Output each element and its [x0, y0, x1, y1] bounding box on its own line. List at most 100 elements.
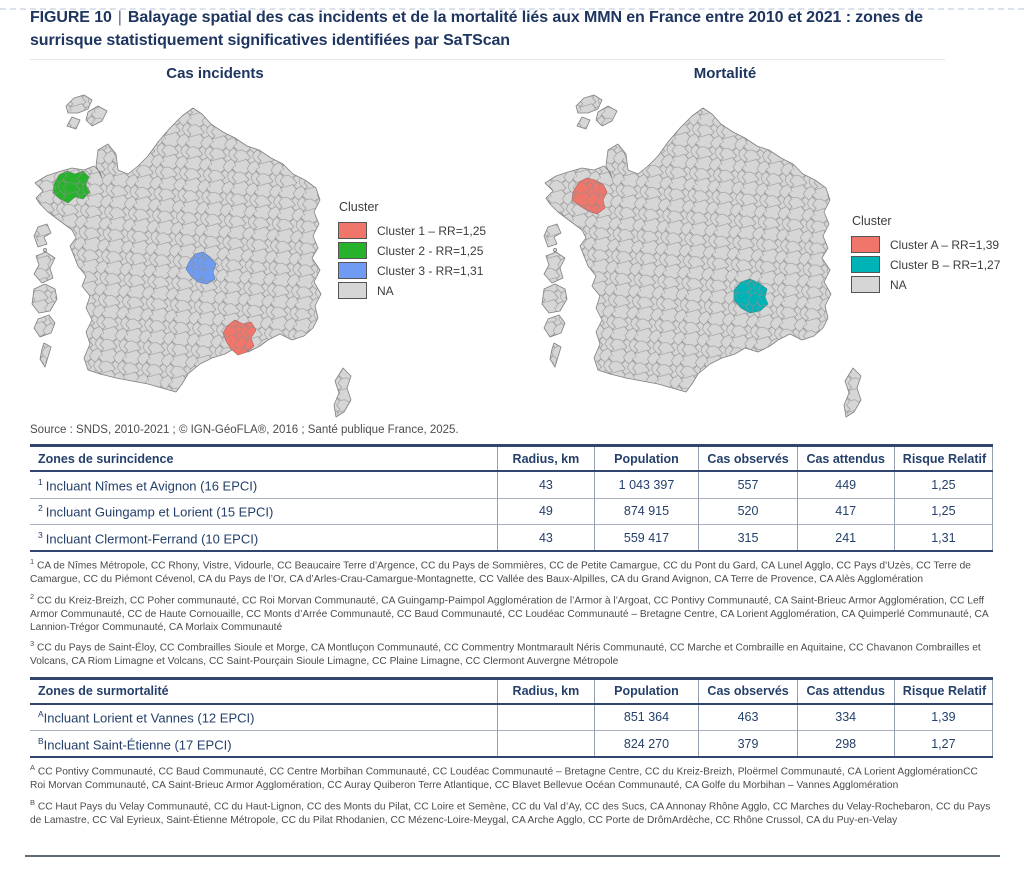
figure-separator: | [117, 9, 122, 26]
radius-value: 43 [497, 524, 595, 552]
rr-value: 1,31 [893, 524, 994, 552]
legend-row-na: NA [851, 276, 1000, 294]
zone-sup: 3 [38, 529, 43, 540]
zone-sup: 2 [38, 503, 43, 514]
col-rr: Risque Relatif [893, 678, 994, 705]
col-radius: Radius, km [497, 445, 595, 473]
surincidence-title-cell: Zones de surincidence [30, 445, 498, 473]
col-expected: Cas attendus [796, 678, 895, 705]
surmortalite-header-row: Zones de surmortalité Radius, km Populat… [30, 678, 994, 705]
legend-row-cluster-3: Cluster 3 - RR=1,31 [338, 262, 486, 280]
legend-label: Cluster 1 – RR=1,25 [377, 223, 487, 238]
observed-value: 315 [698, 524, 798, 552]
population-value: 851 364 [593, 703, 699, 731]
footnote-b: B CC Haut Pays du Velay Communauté, CC d… [30, 797, 991, 826]
legend-row-na: NA [338, 282, 486, 300]
surmortalite-title-cell: Zones de surmortalité [30, 678, 498, 705]
incidence-legend: Cluster Cluster 1 – RR=1,25 Cluster 2 - … [338, 200, 486, 302]
radius-value [497, 703, 595, 731]
expected-value: 417 [796, 497, 895, 525]
legend-label: Cluster B – RR=1,27 [890, 257, 1001, 272]
zone-sup: A [38, 709, 44, 720]
zone-sup: 1 [38, 476, 43, 487]
mortality-map-panel: Mortalité Cluster Cluster A – RR=1,39 Cl… [540, 60, 1022, 424]
cluster-3-swatch-icon [338, 262, 367, 280]
mortality-legend: Cluster Cluster A – RR=1,39 Cluster B – … [851, 214, 1000, 296]
legend-row-cluster-a: Cluster A – RR=1,39 [851, 236, 1000, 254]
source-line: Source : SNDS, 2010-2021 ; © IGN-GéoFLA®… [30, 424, 459, 437]
population-value: 874 915 [593, 497, 699, 525]
legend-title: Cluster [852, 214, 892, 229]
legend-label: Cluster A – RR=1,39 [890, 237, 1000, 252]
population-value: 824 270 [593, 730, 699, 758]
legend-row-cluster-1: Cluster 1 – RR=1,25 [338, 222, 487, 240]
zone-label: 2 Incluant Guingamp et Lorient (15 EPCI) [30, 497, 498, 525]
expected-value: 334 [796, 703, 895, 731]
table-row: 2 Incluant Guingamp et Lorient (15 EPCI) … [30, 497, 994, 525]
cluster-b-swatch-icon [851, 256, 880, 274]
footnote-1: 1 CA de Nîmes Métropole, CC Rhony, Vistr… [30, 557, 971, 586]
france-map-mortality [541, 94, 862, 418]
cluster-2-swatch-icon [338, 242, 367, 260]
population-value: 559 417 [593, 524, 699, 552]
rr-value: 1,27 [893, 730, 994, 758]
footnote-2: 2 CC du Kreiz-Breizh, CC Poher communaut… [30, 591, 989, 634]
legend-row-cluster-2: Cluster 2 - RR=1,25 [338, 242, 486, 260]
figure-label: FIGURE 10 [30, 9, 112, 26]
na-swatch-icon [338, 282, 367, 300]
legend-label: NA [377, 283, 394, 298]
observed-value: 520 [698, 497, 798, 525]
col-rr: Risque Relatif [893, 445, 994, 473]
table-row: 3 Incluant Clermont-Ferrand (10 EPCI) 43 … [30, 524, 994, 552]
col-radius: Radius, km [497, 678, 595, 705]
cluster-1-swatch-icon [338, 222, 367, 240]
epci-mosaic-overlay [32, 95, 351, 418]
zone-label: 1 Incluant Nîmes et Avignon (16 EPCI) [38, 476, 258, 494]
na-swatch-icon [851, 276, 880, 294]
surmortalite-table: Zones de surmortalité Radius, km Populat… [30, 676, 994, 759]
radius-value [497, 730, 595, 758]
observed-value: 557 [698, 471, 798, 499]
zone-sup: B [38, 735, 44, 746]
table-row: AIncluant Lorient et Vannes (12 EPCI) 85… [30, 703, 994, 731]
observed-value: 379 [698, 730, 798, 758]
col-population: Population [593, 678, 699, 705]
surincidence-table: Zones de surincidence Radius, km Populat… [30, 444, 994, 553]
incidence-map-title: Cas incidents [166, 65, 264, 83]
france-map-incidence [31, 94, 352, 418]
page-top-rule [0, 8, 1024, 10]
page-bottom-rule [25, 855, 1000, 857]
expected-value: 298 [796, 730, 895, 758]
col-expected: Cas attendus [796, 445, 895, 473]
zone-label: AIncluant Lorient et Vannes (12 EPCI) [38, 709, 255, 726]
rr-value: 1,39 [893, 703, 994, 731]
col-observed: Cas observés [698, 678, 798, 705]
legend-row-cluster-b: Cluster B – RR=1,27 [851, 256, 1001, 274]
table-row: 1 Incluant Nîmes et Avignon (16 EPCI) 43 … [30, 471, 994, 499]
footnote-a: A CC Pontivy Communauté, CC Baud Communa… [30, 763, 978, 792]
legend-label: NA [890, 277, 907, 292]
col-observed: Cas observés [698, 445, 798, 473]
zone-label: 3 Incluant Clermont-Ferrand (10 EPCI) [30, 524, 498, 552]
table-row: BIncluant Saint-Étienne (17 EPCI) 824 27… [30, 730, 994, 758]
expected-value: 449 [796, 471, 895, 499]
rr-value: 1,25 [893, 471, 994, 499]
surincidence-header-row: Zones de surincidence Radius, km Populat… [30, 445, 994, 473]
legend-label: Cluster 3 - RR=1,31 [377, 263, 484, 278]
radius-value: 43 [497, 471, 595, 499]
expected-value: 241 [796, 524, 895, 552]
mortality-map-title: Mortalité [693, 65, 757, 83]
population-value: 1 043 397 [593, 471, 699, 499]
zone-label: BIncluant Saint-Étienne (17 EPCI) [30, 730, 498, 758]
rr-value: 1,25 [893, 497, 994, 525]
cluster-a-swatch-icon [851, 236, 880, 254]
maps-row: Cas incidents Cluster Cluster 1 – RR=1,2… [0, 60, 1024, 424]
radius-value: 49 [497, 497, 595, 525]
col-population: Population [593, 445, 699, 473]
figure-caption: FIGURE 10 | Balayage spatial des cas incid… [30, 7, 945, 61]
legend-title: Cluster [339, 200, 379, 215]
observed-value: 463 [698, 703, 798, 731]
incidence-map-panel: Cas incidents Cluster Cluster 1 – RR=1,2… [30, 60, 512, 424]
footnote-3: 3 CC du Pays de Saint-Éloy, CC Combraill… [30, 639, 981, 668]
legend-label: Cluster 2 - RR=1,25 [377, 243, 484, 258]
